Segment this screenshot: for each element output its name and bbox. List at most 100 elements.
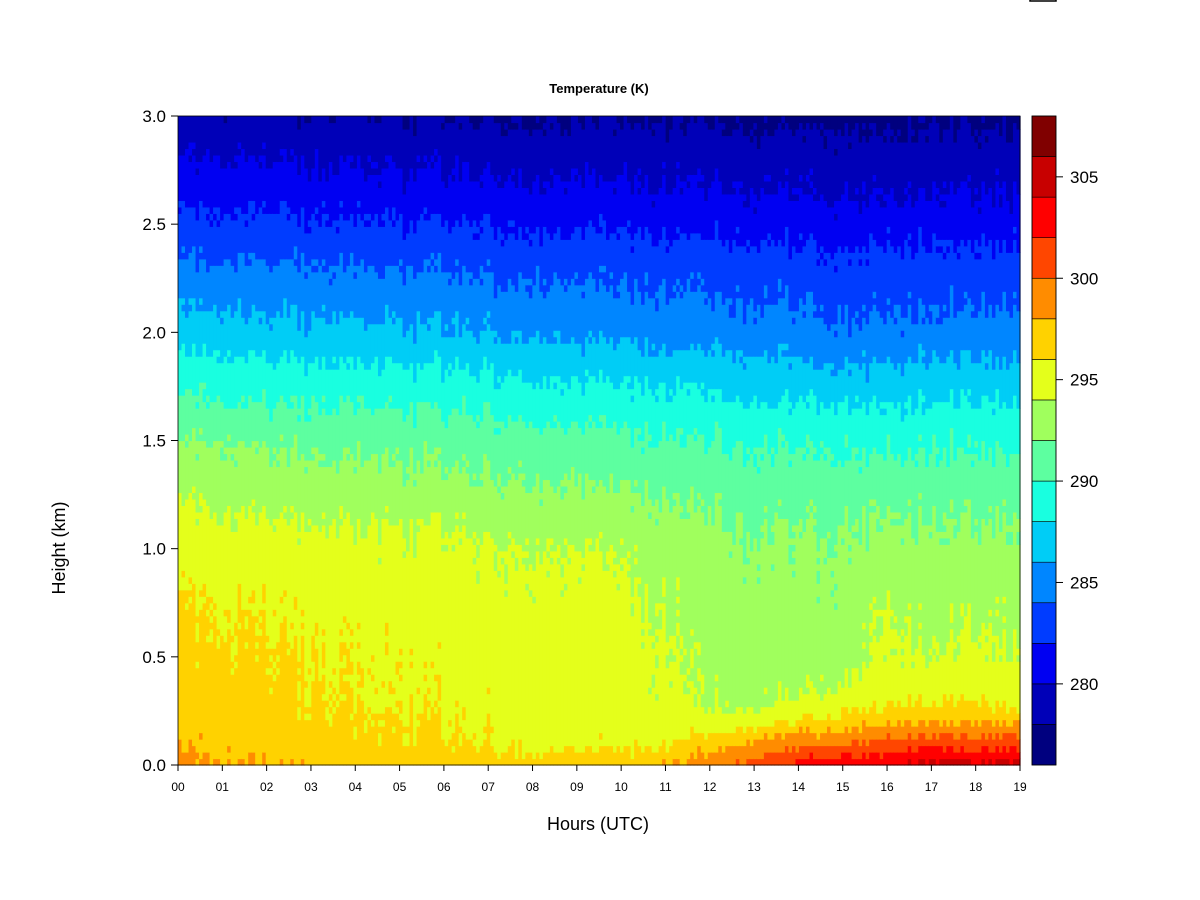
heatmap-cell — [655, 635, 660, 643]
heatmap-cell — [476, 116, 481, 130]
heatmap-cell — [648, 518, 653, 623]
heatmap-cell — [813, 116, 818, 124]
heatmap-cell — [332, 687, 337, 695]
heatmap-cell — [693, 758, 698, 766]
heatmap-cell — [458, 180, 463, 227]
heatmap-cell — [563, 187, 569, 195]
heatmap-cell — [384, 641, 390, 656]
heatmap-cell — [676, 284, 681, 292]
heatmap-cell — [904, 187, 909, 195]
heatmap-cell — [279, 434, 284, 442]
heatmap-cell — [900, 726, 905, 740]
heatmap-cell — [490, 745, 495, 766]
heatmap-cell — [686, 674, 691, 682]
heatmap-cell — [918, 745, 923, 760]
heatmap-cell — [581, 284, 586, 292]
heatmap-cell — [876, 713, 881, 727]
heatmap-cell — [862, 752, 867, 766]
heatmap-cell — [641, 116, 646, 130]
heatmap-cell — [718, 116, 723, 124]
heatmap-cell — [946, 544, 951, 643]
heatmap-cell — [998, 706, 1004, 727]
heatmap-cell — [949, 116, 954, 182]
heatmap-cell — [563, 434, 569, 474]
heatmap-cell — [777, 498, 783, 506]
heatmap-cell — [763, 174, 768, 182]
heatmap-cell — [820, 317, 825, 370]
heatmap-cell — [1012, 116, 1018, 124]
heatmap-cell — [704, 304, 709, 357]
heatmap-cell — [855, 459, 860, 519]
heatmap-cell — [525, 583, 530, 591]
heatmap-cell — [1002, 745, 1007, 760]
heatmap-cell — [834, 252, 839, 266]
heatmap-cell — [241, 609, 246, 760]
heatmap-cell — [255, 641, 260, 649]
heatmap-cell — [318, 116, 323, 182]
heatmap-cell — [893, 726, 898, 740]
heatmap-cell — [872, 356, 877, 396]
heatmap-cell — [977, 206, 983, 214]
heatmap-cell — [795, 752, 800, 760]
heatmap-cell — [883, 135, 888, 143]
heatmap-cell — [960, 446, 965, 513]
heatmap-cell — [925, 317, 930, 370]
heatmap-cell — [935, 745, 940, 766]
heatmap-cell — [925, 200, 930, 253]
heatmap-cell — [363, 713, 369, 721]
heatmap-cell — [679, 434, 684, 448]
heatmap-cell — [763, 693, 768, 708]
heatmap-cell — [237, 628, 242, 760]
heatmap-cell — [974, 252, 979, 260]
heatmap-cell — [199, 116, 204, 163]
heatmap-cell — [809, 193, 814, 234]
heatmap-cell — [262, 602, 267, 610]
heatmap-cell — [770, 563, 776, 571]
heatmap-cell — [970, 116, 975, 137]
heatmap-cell — [967, 180, 972, 188]
heatmap-cell — [655, 654, 660, 669]
heatmap-cell — [970, 466, 975, 539]
heatmap-cell — [784, 116, 790, 124]
heatmap-cell — [441, 739, 446, 766]
heatmap-cell — [525, 128, 530, 188]
heatmap-cell — [356, 680, 362, 688]
heatmap-cell — [448, 278, 453, 286]
heatmap-cell — [813, 518, 818, 526]
heatmap-cell — [199, 739, 204, 760]
heatmap-cell — [820, 719, 825, 734]
heatmap-cell — [265, 265, 270, 325]
heatmap-cell — [953, 459, 958, 519]
heatmap-cell — [388, 401, 393, 409]
heatmap-cell — [813, 758, 818, 766]
heatmap-cell — [648, 622, 653, 630]
heatmap-cell — [349, 252, 355, 312]
heatmap-cell — [188, 388, 193, 442]
heatmap-cell — [753, 245, 758, 312]
heatmap-cell — [272, 667, 277, 675]
heatmap-cell — [486, 323, 491, 370]
heatmap-cell — [451, 180, 456, 227]
heatmap-cell — [483, 453, 488, 532]
heatmap-cell — [690, 343, 695, 383]
heatmap-cell — [381, 226, 386, 279]
heatmap-cell — [935, 446, 940, 455]
heatmap-cell — [939, 654, 944, 708]
heatmap-cell — [749, 245, 754, 299]
heatmap-cell — [406, 180, 411, 234]
heatmap-cell — [921, 732, 926, 747]
heatmap-cell — [370, 680, 376, 714]
heatmap-cell — [862, 193, 867, 201]
heatmap-cell — [918, 505, 923, 604]
heatmap-cell — [690, 271, 695, 279]
heatmap-cell — [686, 498, 691, 513]
heatmap-cell — [276, 161, 281, 214]
heatmap-cell — [349, 628, 355, 636]
heatmap-cell — [563, 382, 569, 435]
heatmap-cell — [760, 401, 765, 448]
heatmap-cell — [409, 362, 414, 403]
heatmap-cell — [476, 278, 481, 344]
heatmap-cell — [749, 745, 754, 760]
heatmap-cell — [693, 706, 698, 734]
heatmap-cell — [535, 122, 540, 130]
